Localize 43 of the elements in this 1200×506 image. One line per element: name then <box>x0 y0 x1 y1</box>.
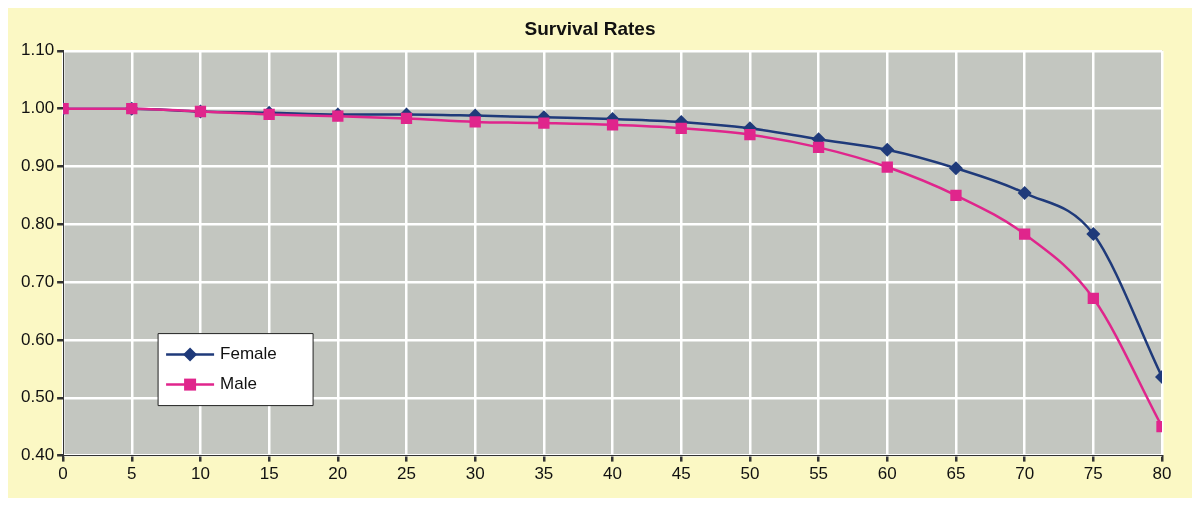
point <box>881 161 893 173</box>
point <box>950 189 962 202</box>
x-tick-label: 50 <box>740 464 760 484</box>
point <box>1018 228 1031 240</box>
x-tick-label: 10 <box>190 464 210 484</box>
x-tick-label: 75 <box>1083 464 1103 484</box>
point <box>1087 292 1099 304</box>
y-tick-label: 0.90 <box>20 156 55 176</box>
x-tick-label: 20 <box>328 464 348 484</box>
point <box>1017 186 1032 201</box>
point <box>538 117 550 129</box>
point <box>1086 227 1101 242</box>
x-tick-label: 15 <box>259 464 279 484</box>
y-tick-label: 0.50 <box>20 387 55 407</box>
x-tick-label: 65 <box>946 464 966 484</box>
x-tick-label: 5 <box>127 464 137 484</box>
x-tick-label: 80 <box>1152 464 1172 484</box>
point <box>812 141 825 154</box>
x-tick-label: 55 <box>809 464 829 484</box>
x-tick-label: 60 <box>877 464 897 484</box>
x-tick-label: 40 <box>603 464 622 484</box>
legend-label: Female <box>220 344 277 364</box>
point <box>606 119 619 131</box>
x-tick-label: 70 <box>1015 464 1035 484</box>
y-tick-label: 0.40 <box>20 445 55 465</box>
point <box>880 142 895 157</box>
chart-title: Survival Rates <box>524 17 656 39</box>
point <box>744 129 756 141</box>
y-tick-label: 0.60 <box>20 329 55 349</box>
y-tick-label: 0.80 <box>20 213 55 233</box>
point <box>675 122 687 134</box>
point <box>948 161 963 176</box>
x-tick-label: 35 <box>534 464 554 484</box>
x-tick-label: 45 <box>671 464 691 484</box>
y-tick-label: 1.10 <box>20 40 55 60</box>
x-tick-label: 30 <box>465 464 485 484</box>
point <box>400 112 413 125</box>
x-tick-label: 0 <box>58 464 68 484</box>
y-tick-label: 1.00 <box>20 98 55 118</box>
point <box>469 116 481 128</box>
y-tick-label: 0.70 <box>20 271 55 291</box>
legend-label: Male <box>220 374 257 394</box>
x-tick-label: 25 <box>397 464 416 484</box>
